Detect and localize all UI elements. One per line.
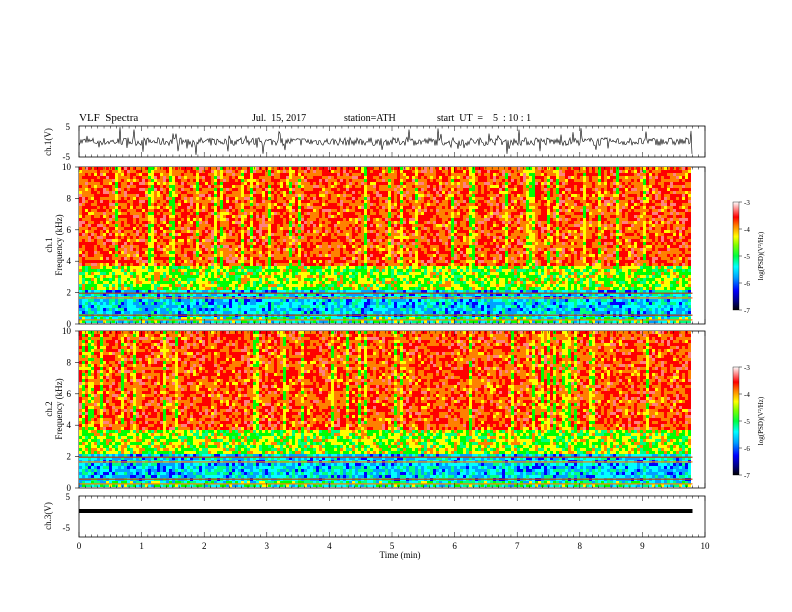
- spectrogram-band-line: [79, 293, 692, 294]
- xtick-label: 0: [77, 541, 82, 551]
- ch3-waveform-frame: [79, 496, 705, 537]
- xtick-label: 10: [701, 541, 711, 551]
- spectrogram-band-line: [79, 479, 692, 480]
- xtick-label: 1: [139, 541, 144, 551]
- colorbar-tick-label: -7: [744, 472, 750, 480]
- ytick-label: 8: [67, 193, 72, 203]
- ytick-label: 10: [62, 162, 72, 172]
- ytick-label: 4: [67, 420, 72, 430]
- ch1-spec-ylabel-channel: ch.1: [44, 237, 54, 252]
- ytick-label: 6: [67, 389, 72, 399]
- colorbar-tick-label: -5: [744, 253, 750, 261]
- time-axis-label: Time (min): [380, 550, 421, 560]
- ch1-colorbar: [733, 202, 739, 310]
- ytick-label: 10: [62, 326, 72, 336]
- spectrogram-band-line: [79, 483, 692, 484]
- ch1-ytick-top: 5: [66, 122, 71, 132]
- ch2-spec-ylabel-channel: ch.2: [44, 401, 54, 416]
- colorbar-tick-label: -4: [744, 226, 750, 234]
- ch1-spec-ylabel-frequency: Frequency (kHz): [54, 214, 64, 275]
- ch2-colorbar: [733, 367, 739, 475]
- ch2-colorbar-ticks: -3 -4 -5 -6 -7: [739, 364, 750, 480]
- ytick-label: 6: [67, 225, 72, 235]
- xtick-label: 4: [327, 541, 332, 551]
- xtick-label: 8: [578, 541, 583, 551]
- xtick-label: 6: [452, 541, 457, 551]
- ch1-colorbar-label: log(PSD)(V²/Hz): [757, 231, 765, 280]
- spectrogram-band-line: [79, 315, 692, 316]
- colorbar-tick-label: -7: [744, 307, 750, 315]
- colorbar-tick-label: -6: [744, 445, 750, 453]
- ch2-spectrogram-image: [79, 331, 692, 487]
- ch3-ytick-top: 5: [66, 492, 71, 502]
- ytick-label: 2: [67, 452, 72, 462]
- colorbar-tick-label: -5: [744, 418, 750, 426]
- ch3-waveform-trace: [79, 509, 693, 513]
- ch1-ylabel: ch.1(V): [43, 128, 53, 156]
- ch3-ylabel: ch.3(V): [43, 502, 53, 530]
- spectrogram-band-line: [79, 319, 692, 320]
- colorbar-tick-label: -3: [744, 199, 750, 207]
- ch1-colorbar-ticks: -3 -4 -5 -6 -7: [739, 199, 750, 315]
- ch2-colorbar-label: log(PSD)(V²/Hz): [757, 396, 765, 445]
- ch3-ytick-bottom: -5: [63, 523, 71, 533]
- spectrogram-band-line: [79, 457, 692, 458]
- spectrogram-band-line: [79, 297, 692, 298]
- ch3-waveform-panel: 5 -5 ch.3(V): [43, 492, 705, 537]
- ytick-label: 8: [67, 357, 72, 367]
- xtick-label: 7: [515, 541, 520, 551]
- ch1-spectrogram-image: [79, 167, 692, 323]
- ytick-label: 4: [67, 256, 72, 266]
- ytick-label: 2: [67, 288, 72, 298]
- colorbar-tick-label: -3: [744, 364, 750, 372]
- spectrogram-band-line: [79, 461, 692, 462]
- xtick-label: 2: [202, 541, 207, 551]
- xtick-label: 9: [640, 541, 645, 551]
- ch2-spec-ylabel-frequency: Frequency (kHz): [54, 378, 64, 439]
- colorbar-tick-label: -6: [744, 280, 750, 288]
- ch1-waveform-panel: 5 -5 ch.1(V): [43, 122, 705, 162]
- ch1-ytick-bottom: -5: [63, 152, 71, 162]
- colorbar-tick-label: -4: [744, 391, 750, 399]
- xtick-label: 3: [265, 541, 270, 551]
